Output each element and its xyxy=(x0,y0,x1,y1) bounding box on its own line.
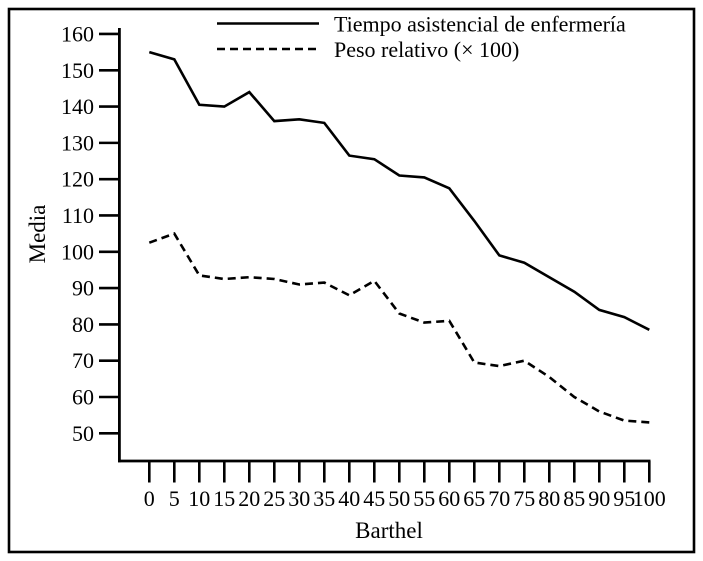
x-tick-label: 10 xyxy=(188,486,210,511)
x-tick-label: 80 xyxy=(538,486,560,511)
x-tick-label: 70 xyxy=(488,486,510,511)
x-tick-label: 75 xyxy=(513,486,535,511)
x-tick-label: 25 xyxy=(263,486,285,511)
x-tick-label: 90 xyxy=(588,486,610,511)
x-tick-label: 30 xyxy=(288,486,310,511)
x-tick-label: 50 xyxy=(388,486,410,511)
x-tick-label: 55 xyxy=(413,486,435,511)
series-line-solid xyxy=(148,50,650,331)
x-tick-label: 65 xyxy=(463,486,485,511)
x-tick-label: 15 xyxy=(213,486,235,511)
x-tick-label: 20 xyxy=(238,486,260,511)
x-tick-label: 95 xyxy=(613,486,635,511)
y-tick-label: 80 xyxy=(72,312,94,337)
y-tick-label: 70 xyxy=(72,348,94,373)
figure-border xyxy=(7,7,696,554)
x-tick-label: 40 xyxy=(338,486,360,511)
y-tick-label: 140 xyxy=(61,94,94,119)
y-tick-label: 90 xyxy=(72,276,94,301)
x-axis-title: Barthel xyxy=(355,518,423,543)
y-tick-label: 50 xyxy=(72,421,94,446)
y-tick-label: 60 xyxy=(72,384,94,409)
x-tick-label: 5 xyxy=(169,486,180,511)
legend-label: Tiempo asistencial de enfermería xyxy=(334,12,626,37)
y-axis-title: Media xyxy=(25,205,50,264)
y-tick-label: 130 xyxy=(61,130,94,155)
y-tick-label: 110 xyxy=(62,203,94,228)
y-tick-label: 100 xyxy=(61,239,94,264)
y-tick-label: 150 xyxy=(61,58,94,83)
series-line-dashed xyxy=(148,232,650,424)
x-tick-label: 60 xyxy=(438,486,460,511)
y-tick-label: 120 xyxy=(61,167,94,192)
y-tick-label: 160 xyxy=(61,21,94,46)
x-tick-label: 0 xyxy=(144,486,155,511)
x-tick-label: 100 xyxy=(633,486,666,511)
x-tick-label: 35 xyxy=(313,486,335,511)
x-tick-label: 85 xyxy=(563,486,585,511)
x-tick-label: 45 xyxy=(363,486,385,511)
legend-label: Peso relativo (× 100) xyxy=(334,37,519,62)
